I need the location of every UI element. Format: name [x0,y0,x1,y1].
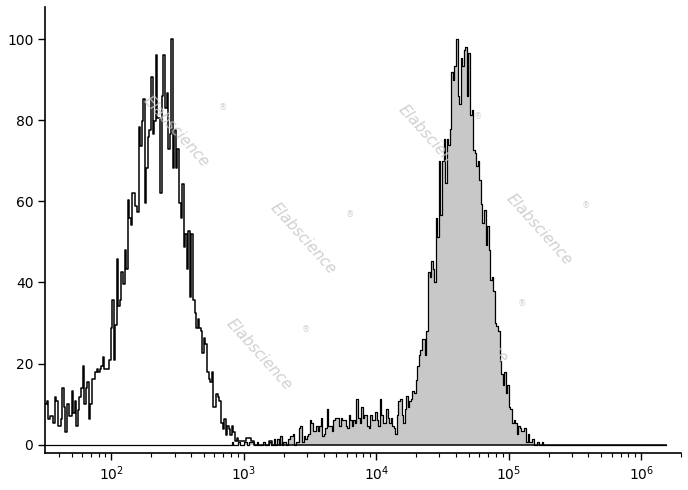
Text: ®: ® [473,112,482,121]
Text: ®: ® [346,210,354,219]
Text: Elabscience: Elabscience [223,316,294,393]
Text: Elabscience: Elabscience [268,200,339,277]
Text: Elabscience: Elabscience [503,191,574,269]
Text: Elabscience: Elabscience [440,289,511,367]
Text: ®: ® [302,325,310,335]
Text: Elabscience: Elabscience [140,93,212,171]
Text: Elabscience: Elabscience [395,102,466,179]
Text: ®: ® [581,201,590,210]
Text: ®: ® [518,299,526,308]
Text: ®: ® [219,103,227,112]
